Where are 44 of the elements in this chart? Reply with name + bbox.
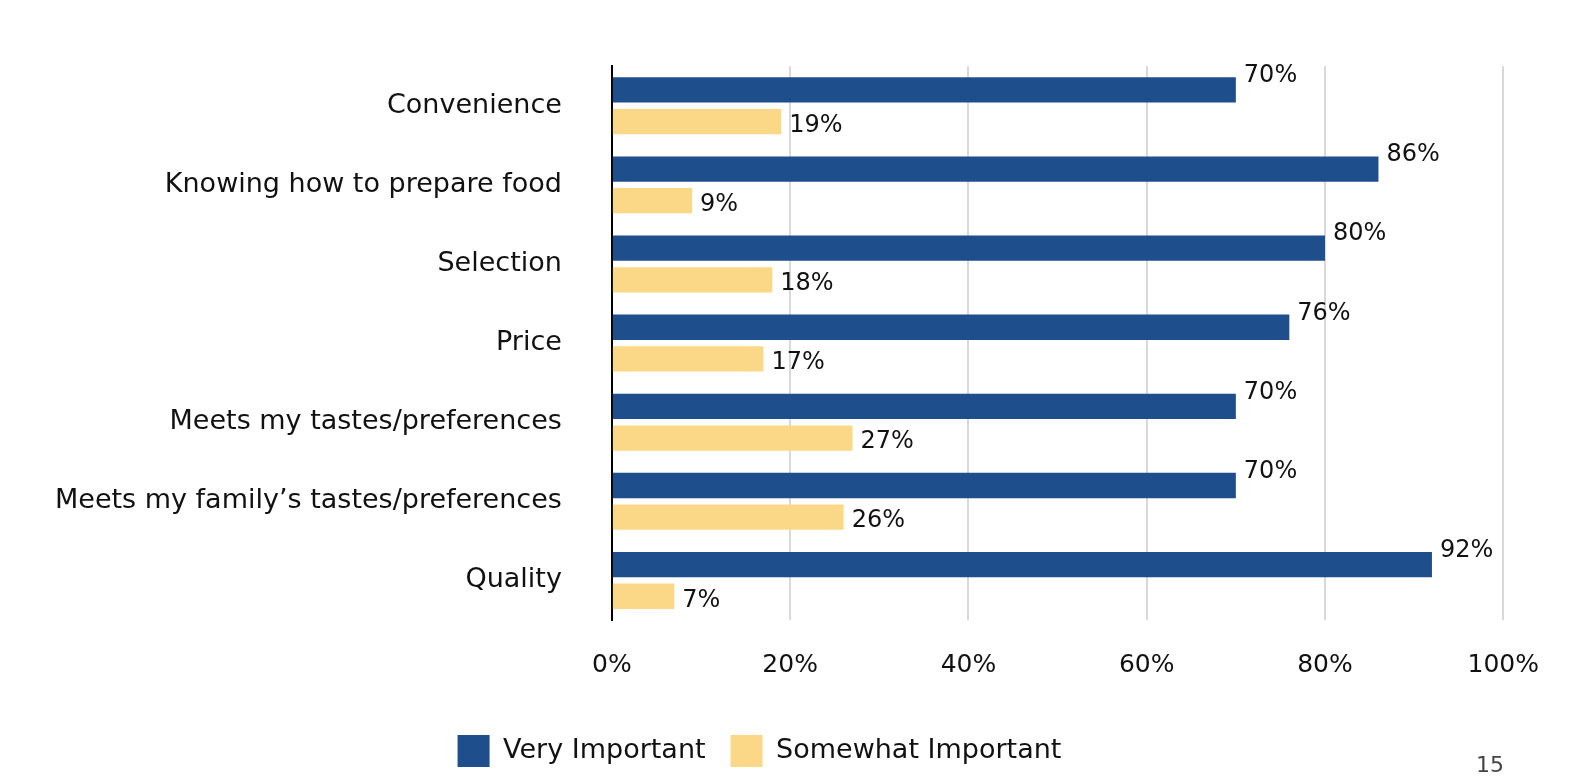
- y-tick-label: Selection: [437, 246, 562, 277]
- bar: [612, 346, 764, 372]
- y-tick-label: Meets my tastes/preferences: [169, 404, 562, 436]
- x-tick-label: 0%: [592, 648, 632, 678]
- x-tick-label: 40%: [940, 648, 997, 678]
- y-tick-label: Convenience: [386, 87, 562, 119]
- bar: [612, 77, 1236, 103]
- bar: [612, 425, 853, 451]
- data-label: 92%: [1439, 534, 1494, 563]
- data-label: 7%: [682, 584, 721, 613]
- y-tick-label: Meets my family’s tastes/preferences: [54, 483, 562, 515]
- data-label: 17%: [771, 347, 825, 376]
- data-label: 19%: [789, 109, 843, 138]
- legend-label: Somewhat Important: [776, 733, 1062, 765]
- x-tick-label: 80%: [1297, 648, 1353, 678]
- x-tick-label: 60%: [1118, 648, 1175, 678]
- bar: [612, 314, 1290, 340]
- data-label: 26%: [851, 505, 905, 534]
- data-label: 80%: [1332, 218, 1387, 247]
- bar: [612, 393, 1236, 420]
- y-tick-label: Knowing how to prepare food: [164, 166, 562, 198]
- legend-label: Very Important: [503, 733, 706, 765]
- bar: [612, 108, 782, 135]
- x-tick-label: 20%: [762, 648, 818, 678]
- bar: [612, 504, 844, 530]
- data-label: 27%: [860, 426, 914, 455]
- y-tick-label: Price: [495, 325, 562, 357]
- data-label: 18%: [780, 268, 834, 297]
- x-tick-label: 100%: [1467, 648, 1540, 678]
- bar: [612, 472, 1236, 499]
- bar: [612, 156, 1379, 182]
- bar: [612, 583, 675, 609]
- bar: [612, 188, 693, 214]
- data-label: 9%: [700, 188, 739, 217]
- data-label: 70%: [1243, 376, 1298, 405]
- bar: [612, 551, 1432, 578]
- text: 15: [1476, 752, 1504, 777]
- data-label: 76%: [1297, 297, 1351, 326]
- data-label: 70%: [1243, 60, 1298, 89]
- data-label: 70%: [1243, 455, 1298, 484]
- y-tick-label: Quality: [465, 562, 562, 594]
- bar: [612, 235, 1325, 261]
- bar: [612, 267, 773, 293]
- data-label: 86%: [1386, 139, 1440, 168]
